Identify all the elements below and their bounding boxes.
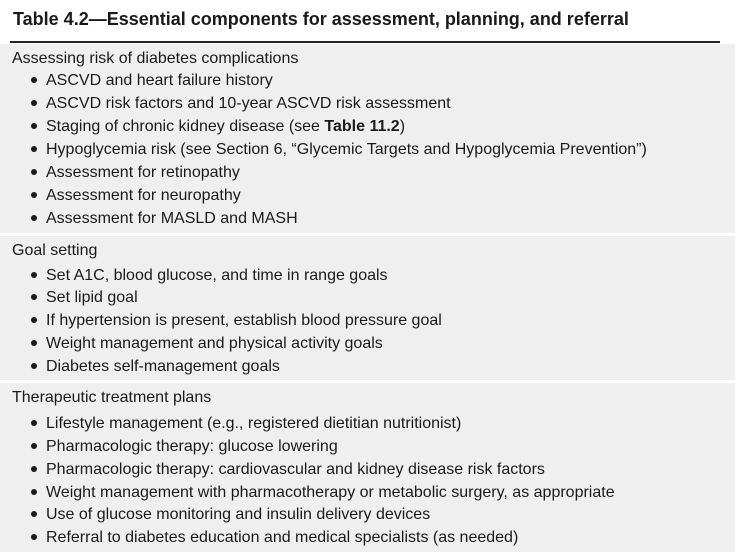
bullet-icon	[31, 99, 37, 106]
bullet-icon	[31, 293, 37, 300]
list-item: Weight management and physical activity …	[31, 333, 383, 355]
list-item: If hypertension is present, establish bl…	[31, 310, 442, 332]
list-item: Staging of chronic kidney disease (see T…	[31, 116, 405, 138]
bullet-icon	[31, 339, 37, 346]
table-reference-link: Table 11.2	[324, 118, 400, 135]
list-item: Assessment for MASLD and MASH	[31, 208, 298, 230]
list-item: Set lipid goal	[31, 287, 138, 309]
bullet-icon	[31, 533, 37, 540]
bullet-icon	[31, 442, 37, 449]
section-heading: Therapeutic treatment plans	[12, 389, 212, 406]
bullet-icon	[31, 76, 37, 83]
list-item: Pharmacologic therapy: glucose lowering	[31, 436, 338, 458]
list-item: Referral to diabetes education and medic…	[31, 527, 518, 549]
list-item: Weight management with pharmacotherapy o…	[31, 482, 615, 504]
list-item: Lifestyle management (e.g., registered d…	[31, 413, 461, 435]
section-assessing-risk: Assessing risk of diabetes complications…	[0, 44, 735, 233]
bullet-icon	[31, 271, 37, 278]
section-goal-setting: Goal setting Set A1C, blood glucose, and…	[0, 236, 735, 380]
list-item: Diabetes self-management goals	[31, 356, 280, 378]
list-item: Assessment for retinopathy	[31, 162, 240, 184]
list-item: Pharmacologic therapy: cardiovascular an…	[31, 459, 545, 481]
list-item: Use of glucose monitoring and insulin de…	[31, 504, 430, 526]
section-heading: Assessing risk of diabetes complications	[12, 50, 299, 67]
bullet-icon	[31, 214, 37, 221]
section-heading: Goal setting	[12, 242, 98, 259]
bullet-icon	[31, 316, 37, 323]
list-item: ASCVD risk factors and 10-year ASCVD ris…	[31, 93, 451, 115]
bullet-icon	[31, 510, 37, 517]
section-divider	[0, 233, 735, 236]
section-treatment-plans: Therapeutic treatment plans Lifestyle ma…	[0, 383, 735, 552]
bullet-icon	[31, 168, 37, 175]
section-divider	[0, 380, 735, 383]
bullet-icon	[31, 362, 37, 369]
list-item: ASCVD and heart failure history	[31, 70, 273, 92]
list-item: Assessment for neuropathy	[31, 185, 241, 207]
list-item: Set A1C, blood glucose, and time in rang…	[31, 265, 388, 287]
bullet-icon	[31, 191, 37, 198]
bullet-icon	[31, 419, 37, 426]
bullet-icon	[31, 122, 37, 129]
table-title: Table 4.2—Essential components for asses…	[13, 9, 629, 29]
list-item: Hypoglycemia risk (see Section 6, “Glyce…	[31, 139, 647, 161]
title-rule	[10, 41, 720, 43]
bullet-icon	[31, 488, 37, 495]
bullet-icon	[31, 145, 37, 152]
title-bar: Table 4.2—Essential components for asses…	[0, 0, 735, 42]
bullet-icon	[31, 465, 37, 472]
